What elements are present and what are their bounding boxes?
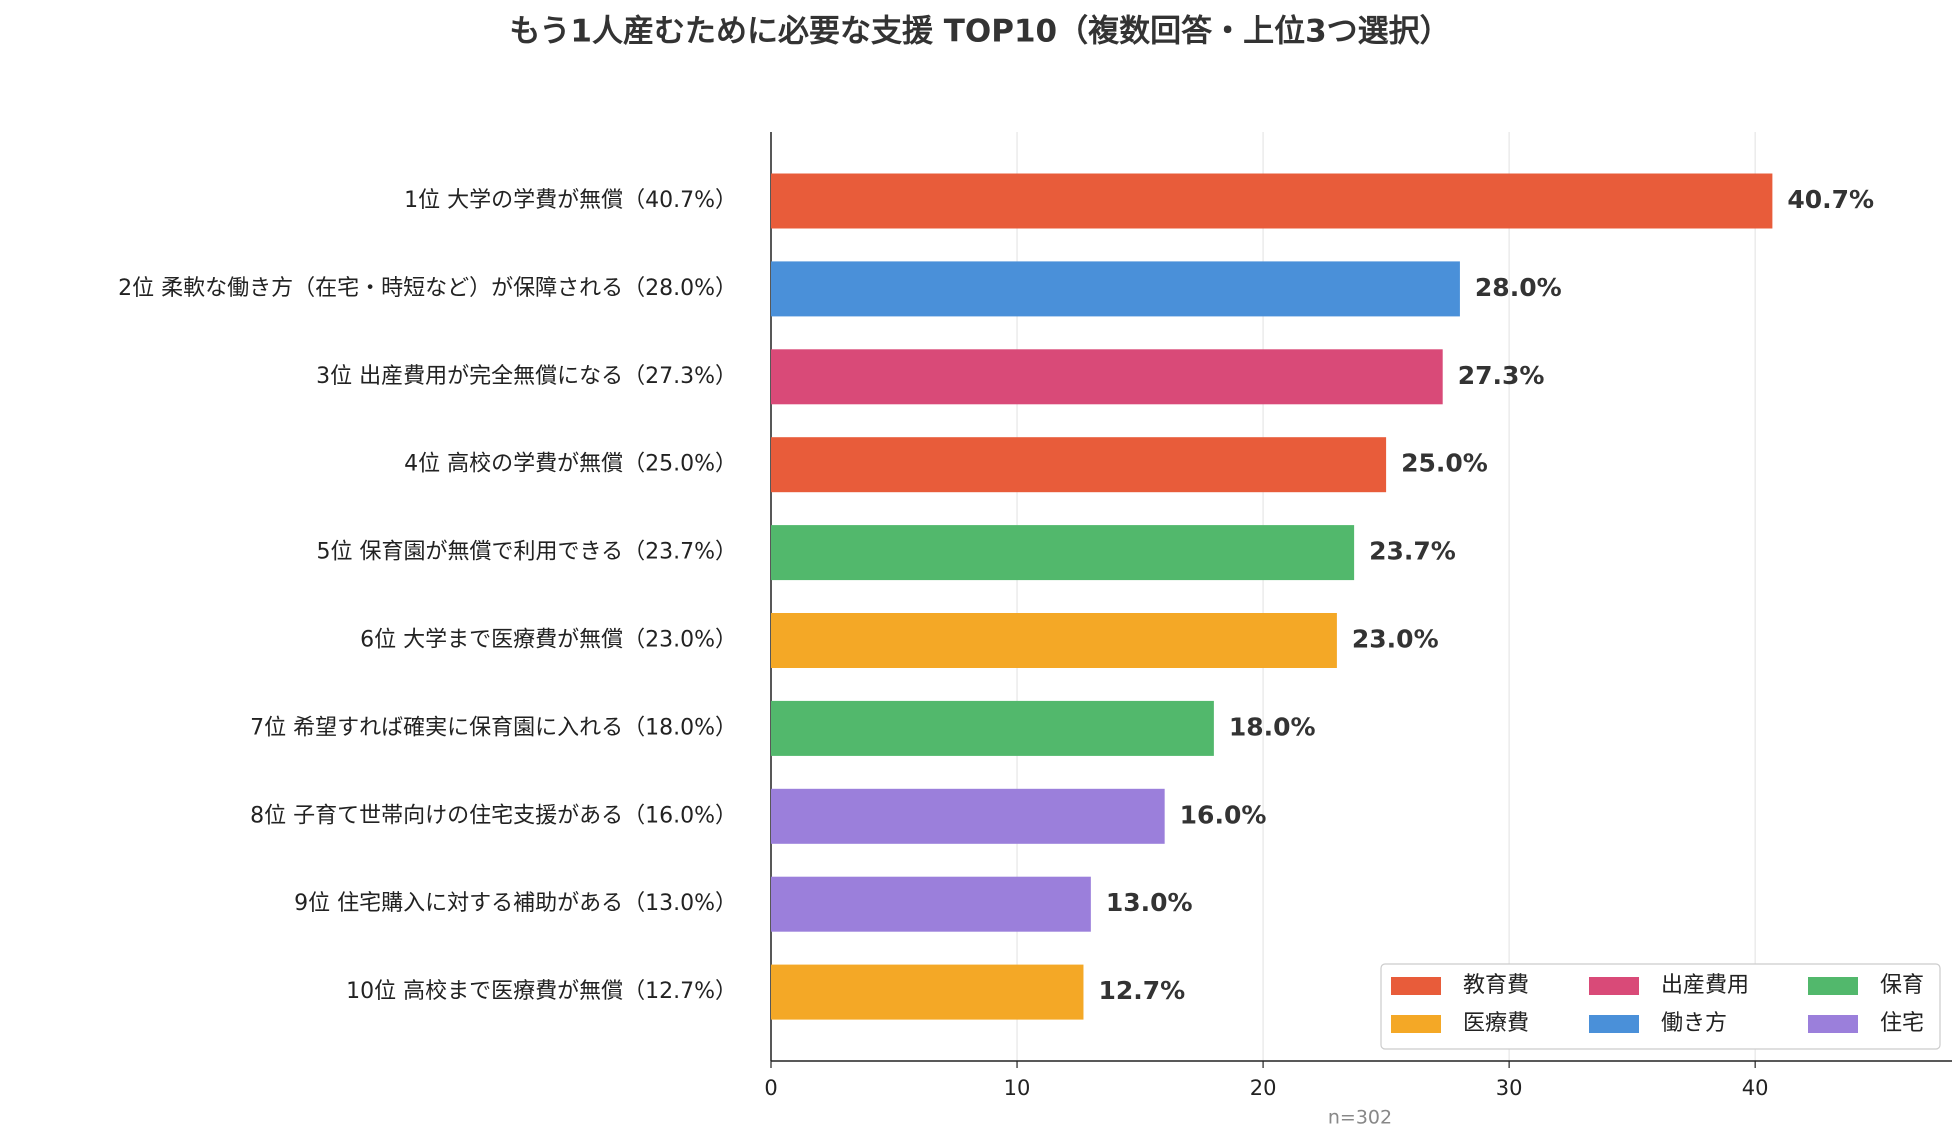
value-label: 40.7% [1787, 185, 1874, 214]
bar [771, 349, 1443, 405]
y-tick-label: 5位 保育園が無償で利用できる（23.7%） [317, 540, 737, 565]
y-tick-label: 9位 住宅購入に対する補助がある（13.0%） [294, 891, 737, 916]
legend-swatch [1808, 977, 1858, 995]
bar [771, 876, 1091, 932]
x-tick-label: 20 [1250, 1076, 1277, 1100]
legend-swatch [1589, 1015, 1639, 1033]
bar [771, 700, 1214, 756]
value-label: 28.0% [1475, 273, 1562, 302]
bar [771, 788, 1165, 844]
sample-note: n=302 [1328, 1107, 1392, 1129]
chart-title: もう1人産むために必要な支援 TOP10（複数回答・上位3つ選択） [509, 14, 1450, 50]
legend-swatch [1808, 1015, 1858, 1033]
bar [771, 261, 1460, 317]
legend-label: 出産費用 [1661, 973, 1749, 998]
y-tick-label: 2位 柔軟な働き方（在宅・時短など）が保障される（28.0%） [118, 276, 737, 301]
y-tick-label: 7位 希望すれば確実に保育園に入れる（18.0%） [250, 715, 737, 740]
value-label: 18.0% [1229, 712, 1316, 741]
x-tick-label: 0 [764, 1076, 777, 1100]
value-label: 23.0% [1352, 625, 1439, 654]
legend-swatch [1391, 1015, 1441, 1033]
value-label: 27.3% [1458, 361, 1545, 390]
legend-swatch [1391, 977, 1441, 995]
x-tick-label: 10 [1004, 1076, 1031, 1100]
value-label: 25.0% [1401, 449, 1488, 478]
y-tick-label: 6位 大学まで医療費が無償（23.0%） [360, 628, 737, 653]
bar [771, 964, 1084, 1020]
bar [771, 525, 1355, 581]
value-label: 23.7% [1369, 537, 1456, 566]
legend-box [1380, 963, 1941, 1050]
value-label: 16.0% [1180, 800, 1267, 829]
legend-label: 医療費 [1463, 1011, 1529, 1036]
bar [771, 437, 1387, 493]
legend-label: 住宅 [1880, 1011, 1924, 1036]
legend-swatch [1589, 977, 1639, 995]
y-tick-label: 8位 子育て世帯向けの住宅支援がある（16.0%） [250, 803, 737, 828]
legend-label: 教育費 [1463, 973, 1529, 998]
y-tick-label: 1位 大学の学費が無償（40.7%） [404, 188, 737, 213]
value-label: 12.7% [1098, 976, 1185, 1005]
legend-label: 保育 [1880, 973, 1924, 998]
bar [771, 613, 1337, 668]
x-tick-label: 30 [1496, 1076, 1523, 1100]
legend-label: 働き方 [1661, 1011, 1727, 1036]
y-tick-label: 4位 高校の学費が無償（25.0%） [404, 452, 737, 477]
x-tick-label: 40 [1742, 1076, 1769, 1100]
y-tick-label: 10位 高校まで医療費が無償（12.7%） [346, 979, 737, 1004]
bar [771, 173, 1773, 229]
value-label: 13.0% [1106, 888, 1193, 917]
y-tick-label: 3位 出産費用が完全無償になる（27.3%） [316, 364, 737, 389]
